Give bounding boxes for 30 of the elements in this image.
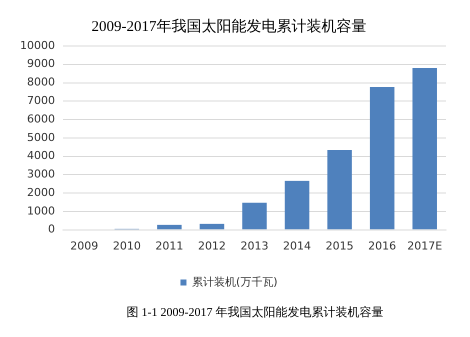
x-tick-label: 2009 — [70, 239, 98, 252]
y-tick-label: 9000 — [26, 57, 55, 70]
x-tick-label: 2012 — [198, 239, 226, 252]
bar — [412, 68, 437, 230]
x-tick-label: 2010 — [112, 239, 141, 252]
y-tick-label: 4000 — [26, 149, 55, 162]
bar — [370, 86, 394, 230]
x-tick-label: 2015 — [326, 239, 354, 252]
bar — [327, 150, 352, 230]
caption: 图 1-1 2009-2017 年我国太阳能发电累计装机容量 — [126, 304, 384, 321]
x-tick-label: 2017E — [407, 239, 442, 252]
y-tick-label: 1000 — [26, 204, 55, 218]
bar — [242, 202, 267, 230]
x-tick-label: 2011 — [155, 239, 184, 252]
bar — [200, 224, 224, 230]
y-tick-label: 3000 — [26, 168, 55, 181]
x-tick-label: 2014 — [283, 239, 312, 252]
y-tick-label: 5000 — [26, 130, 55, 144]
y-tick-label: 8000 — [26, 76, 55, 89]
y-tick-label: 6000 — [26, 112, 55, 126]
chart-title: 2009-2017年我国太阳能发电累计装机容量 — [92, 18, 366, 35]
legend-label: 累计装机(万千瓦) — [192, 275, 278, 288]
y-tick-label: 2000 — [26, 186, 55, 199]
x-tick-label: 2016 — [368, 239, 396, 252]
y-tick-label: 7000 — [26, 94, 55, 107]
y-tick-label: 10000 — [20, 38, 55, 52]
bar — [284, 180, 310, 230]
bar — [157, 224, 182, 230]
y-tick-label: 0 — [48, 222, 55, 236]
x-tick-label: 2013 — [240, 239, 268, 252]
